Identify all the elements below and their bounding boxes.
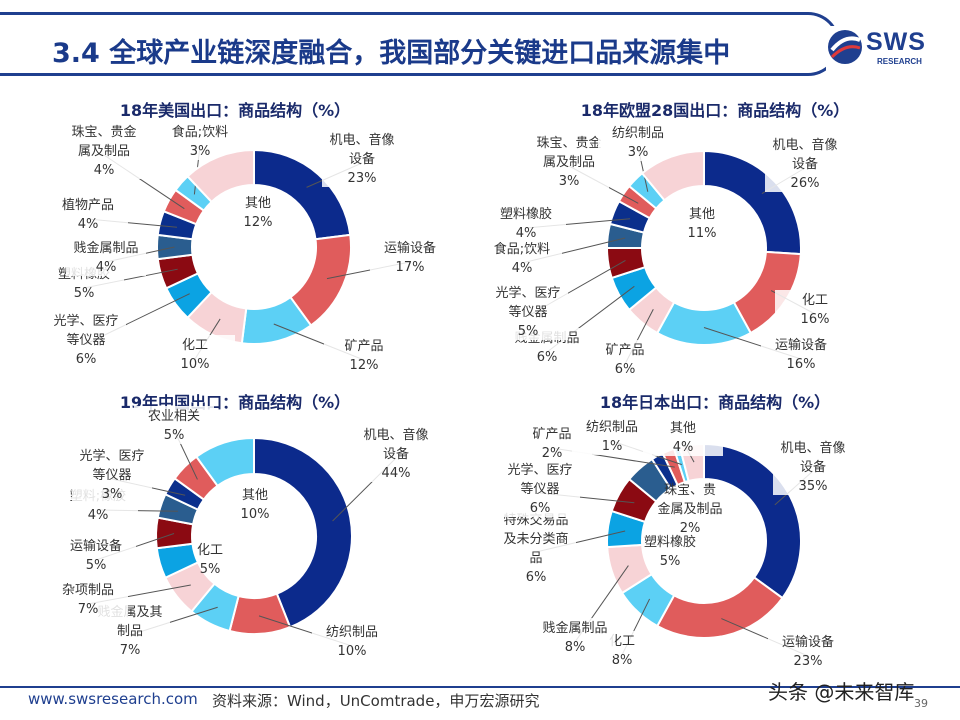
sws-logo: SWS RESEARCH xyxy=(826,26,944,72)
slide-header: 3.4 全球产业链深度融合，我国部分关键进口品来源集中 SWS RESEARCH xyxy=(0,0,960,92)
label-background xyxy=(572,417,652,455)
label-background xyxy=(356,425,436,482)
slice-label: 珠宝、贵金属及制品 4% xyxy=(71,124,136,178)
slice-label: 运输设备 16% xyxy=(775,337,827,372)
slice-label: 化工 8% xyxy=(609,634,635,668)
donut-chart-svg: 18年美国出口：商品结构（%） 机电、音像设备 23% 运输设备 17% 矿产品 12% 化工… xyxy=(44,101,450,374)
slice-label: 运输设备 17% xyxy=(384,240,436,275)
slice-label: 矿产品 6% xyxy=(605,343,644,377)
slice-label: 光学、医疗等仪器 6% xyxy=(507,462,572,516)
slice-label: 矿产品 2% xyxy=(532,427,571,461)
slice-label: 其他 10% xyxy=(241,488,270,522)
label-background xyxy=(324,336,404,374)
logo-subtext: RESEARCH xyxy=(877,57,922,66)
slice-label: 运输设备 23% xyxy=(782,634,834,669)
slice-label: 贱金属制品 4% xyxy=(73,240,138,275)
slice-label: 纺织制品 3% xyxy=(612,126,664,160)
slice-label: 贱金属制品 8% xyxy=(542,620,607,655)
watermark: 头条 @未来智库 xyxy=(768,680,915,704)
label-background xyxy=(488,283,568,340)
slice-label: 纺织制品 10% xyxy=(326,625,378,659)
chart-japan-exports: 18年日本出口：商品结构（%） 机电、音像设备 35% 运输设备 23% 化工 8% 贱金属制… xyxy=(480,384,950,674)
label-background xyxy=(496,510,576,586)
label-background xyxy=(535,618,615,656)
slice-label: 矿产品 12% xyxy=(344,339,383,373)
slice-label: 其他 4% xyxy=(670,421,696,455)
donut-chart-svg: 19年中国出口：商品结构（%）机电、音像设备 44%纺织制品 10%贱金属及其制品 7… xyxy=(48,393,436,660)
label-background xyxy=(48,195,128,233)
label-background xyxy=(482,239,562,277)
donut-chart-svg: 18年欧盟28国出口：商品结构（%） 机电、音像设备 26% 化工 16% 运输设备 16%… xyxy=(482,101,855,378)
slice-label: 机电、音像设备 44% xyxy=(363,427,428,481)
slice-label: 化工 16% xyxy=(801,293,830,327)
label-background xyxy=(761,335,841,373)
slice-label: 机电、音像设备 23% xyxy=(329,132,394,186)
chart-us-exports: 18年美国出口：商品结构（%） 机电、音像设备 23% 运输设备 17% 矿产品 12% 化工… xyxy=(0,92,470,382)
label-background xyxy=(529,133,609,190)
slice-label: 食品;饮料 4% xyxy=(494,241,550,276)
label-background xyxy=(370,238,450,276)
donut-slice xyxy=(640,149,705,202)
slice-label: 其他 12% xyxy=(244,196,273,230)
slice-label: 化工 10% xyxy=(181,338,210,372)
slice-label: 运输设备 5% xyxy=(70,538,122,573)
slice-label: 机电、音像设备 35% xyxy=(780,440,845,494)
slice-label: 植物产品 4% xyxy=(62,198,114,232)
chart-china-exports: 19年中国出口：商品结构（%） 机电、音像设备 44% 纺织制品 10% 贱金属及其制品 7… xyxy=(0,384,470,674)
footer-url[interactable]: www.swsresearch.com xyxy=(28,690,198,708)
label-background xyxy=(598,123,678,161)
label-background xyxy=(46,311,126,368)
label-background xyxy=(643,418,723,456)
label-background xyxy=(500,460,580,517)
donut-slice xyxy=(186,148,255,204)
slice-label: 食品;饮料 3% xyxy=(172,124,228,159)
logo-text: SWS xyxy=(866,28,926,56)
slide-title: 3.4 全球产业链深度融合，我国部分关键进口品来源集中 xyxy=(52,38,731,69)
chart-eu-exports: 18年欧盟28国出口：商品结构（%） 机电、音像设备 26% 化工 16% 运输设备 16%… xyxy=(480,92,950,382)
label-background xyxy=(322,130,402,187)
donut-slice xyxy=(195,436,255,488)
label-background xyxy=(486,204,566,242)
logo-mark-icon xyxy=(828,30,862,64)
slice-label: 化工 5% xyxy=(197,543,223,577)
label-background xyxy=(66,238,146,276)
label-background xyxy=(56,536,136,574)
donut-slice xyxy=(655,576,784,639)
label-background xyxy=(64,122,144,179)
label-background xyxy=(72,446,152,503)
donut-slice xyxy=(253,436,353,629)
footer-source: 资料来源：Wind，UnComtrade，申万宏源研究 xyxy=(212,692,540,710)
label-background xyxy=(768,632,848,670)
slice-label: 光学、医疗等仪器 5% xyxy=(495,285,560,339)
slice-label: 杂项制品 7% xyxy=(62,583,114,617)
chart-title: 18年欧盟28国出口：商品结构（%） xyxy=(581,101,850,120)
slice-label: 机电、音像设备 26% xyxy=(772,137,837,191)
slice-label: 纺织制品 1% xyxy=(586,420,638,454)
label-background xyxy=(312,622,392,660)
label-background xyxy=(585,340,665,378)
footer-divider xyxy=(0,686,960,688)
slice-label: 光学、医疗等仪器 6% xyxy=(53,313,118,367)
chart-title: 18年日本出口：商品结构（%） xyxy=(600,393,830,412)
slice-label: 其他 11% xyxy=(688,207,717,241)
label-background xyxy=(773,438,853,495)
label-background xyxy=(775,290,855,328)
slice-label: 塑料橡胶 4% xyxy=(500,206,552,241)
label-background xyxy=(134,406,214,444)
slice-label: 农业相关 5% xyxy=(148,409,200,443)
label-background xyxy=(765,135,845,192)
page-number: 39 xyxy=(914,697,928,710)
donut-chart-svg: 18年日本出口：商品结构（%） 机电、音像设备 35% 运输设备 23% 化工 8%贱金属制… xyxy=(496,393,853,670)
slice-label: 珠宝、贵金属及制品 2% xyxy=(657,483,722,536)
slice-label: 珠宝、贵金属及制品 3% xyxy=(536,135,601,189)
slice-label: 光学、医疗等仪器 3% xyxy=(79,448,144,502)
chart-title: 18年美国出口：商品结构（%） xyxy=(120,101,350,120)
label-background xyxy=(48,580,128,618)
label-background xyxy=(155,335,235,373)
